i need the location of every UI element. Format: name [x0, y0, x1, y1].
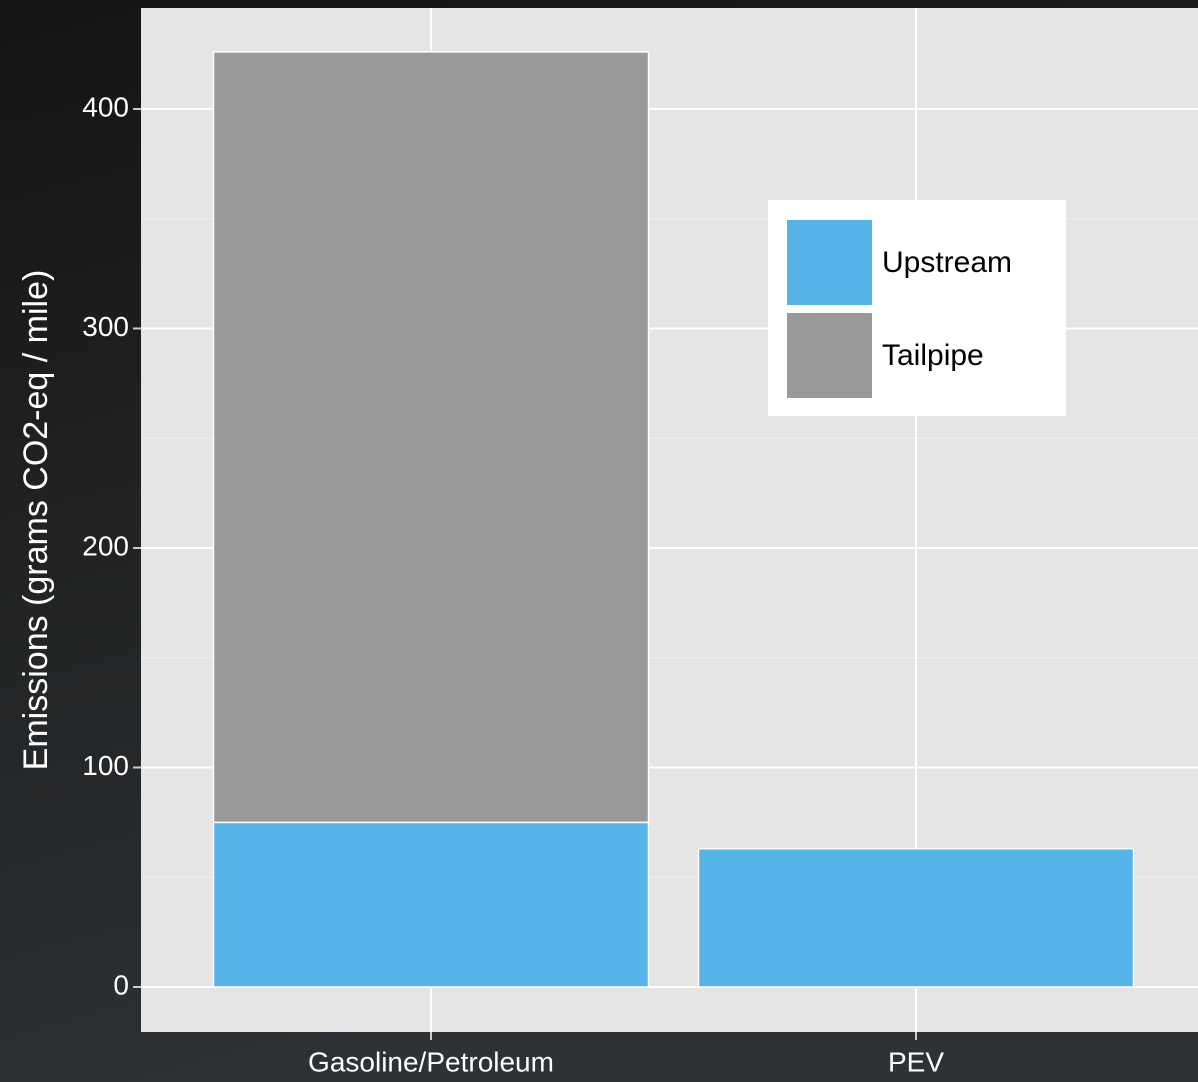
legend-key	[787, 220, 872, 305]
legend-label: Upstream	[882, 246, 1012, 279]
y-axis-title: Emissions (grams CO2-eq / mile)	[17, 270, 55, 771]
legend-key	[787, 313, 872, 398]
x-tick-label: PEV	[888, 1046, 944, 1077]
bar-segment	[697, 847, 1135, 988]
x-tick-label: Gasoline/Petroleum	[308, 1046, 554, 1077]
y-tick-label: 400	[82, 91, 129, 122]
legend-label: Tailpipe	[882, 339, 984, 372]
bar-segment	[212, 51, 650, 824]
bar-segment	[212, 821, 650, 988]
y-tick-label: 200	[82, 530, 129, 561]
y-tick-label: 100	[82, 750, 129, 781]
y-tick-label: 0	[113, 969, 129, 1000]
y-tick-label: 300	[82, 311, 129, 342]
